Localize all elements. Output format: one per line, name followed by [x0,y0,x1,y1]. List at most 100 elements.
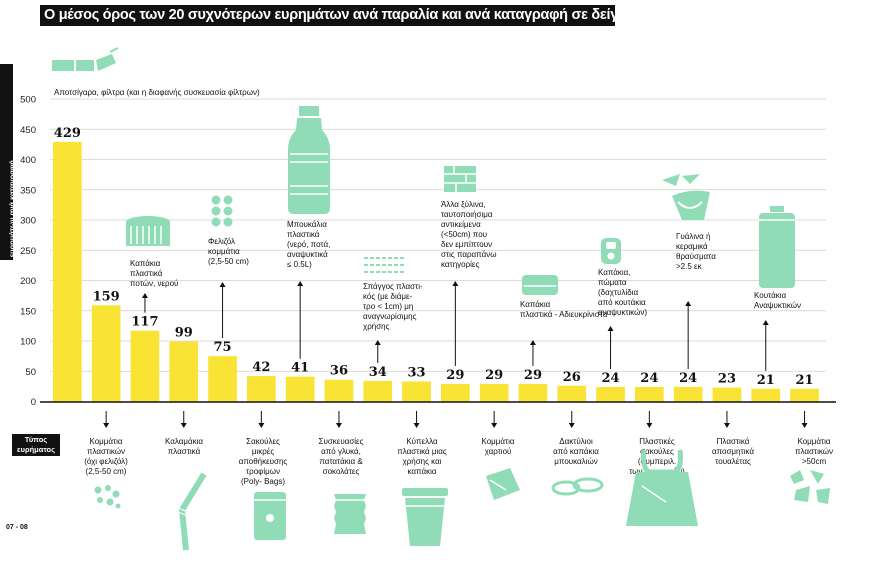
arrow-head [646,423,653,428]
label-snacks: Συσκευασίες από γλυκά, πατατάκια & σοκολ… [309,437,373,477]
bars [53,141,819,402]
label-line: ποτών, νερού [130,279,179,288]
label-line: αποσμητικά [712,447,754,456]
arrow-head [219,282,226,287]
bar [169,341,199,402]
label-paper: Κομμάτια χαρτιού [466,437,530,457]
label-line: από καπάκια [553,447,599,456]
label-line: Γυάλινα ή [676,232,711,241]
straw-icon [177,472,207,551]
label-line: Πλαστικές [639,437,675,446]
label-line: σακούλες [640,447,674,456]
label-line: πλαστικά [167,447,201,456]
label-line: (νερό, ποτά, [287,240,331,249]
plastic-cap-icon [522,275,558,295]
label-line: κατηγορίες [441,260,480,269]
label-line: τροφίμων [246,467,280,476]
y-tick-label: 200 [20,276,36,287]
y-tick-label: 350 [20,185,36,196]
type-label: Τύπος ευρήματος [12,434,60,456]
bar [596,386,625,402]
label-line: χρήσης [363,322,390,331]
label-line: στις παραπάνω [441,250,497,259]
value-label: 24 [640,371,658,386]
can-icon [759,206,795,288]
label-line: Κύπελλα [406,437,438,446]
label-line: πλαστικά - Αδιευκρίνιστα [520,310,608,319]
bar [790,388,819,402]
value-label: 24 [602,371,620,386]
label-line: πατατάκια & [319,457,363,466]
polybag-icon [254,492,286,540]
y-tick-label: 0 [31,397,36,408]
bar [673,386,703,402]
page-number: 07 - 08 [6,524,28,531]
value-label: 75 [214,340,232,355]
arrow-head [374,340,381,345]
label-line: Συσκευασίες [318,437,364,446]
value-label: 159 [93,289,120,304]
label-line: αντικείμενα [441,220,481,229]
bar [557,385,587,402]
label-cans: Κουτάκια Αναψυκτικών [754,291,814,311]
y-tick-label: 300 [20,216,36,227]
label-line: θραύσματα [676,252,716,261]
y-tick-label: 50 [25,367,36,378]
bar [91,305,121,402]
y-tick-label: 150 [20,306,36,317]
label-line: Πλαστικά [716,437,750,446]
label-line: αναψυκτικών) [598,308,648,317]
label-glass: Γυάλινα ή κεραμικά θραύσματα >2.5 εκ [676,232,736,272]
value-label: 117 [131,315,158,330]
arrow-head [491,423,498,428]
label-line: πλαστικών [794,447,834,456]
styrofoam-icon [211,195,233,227]
label-line: Καπάκια [520,300,551,309]
label-line: χαρτιού [484,447,512,456]
label-line: Δακτύλιοι [559,437,593,446]
big-fragments-icon [790,470,830,504]
y-tick-label: 450 [20,125,36,136]
label-line: Κομμάτια [89,437,123,446]
label-pulltabs: Καπάκια, πώματα (δαχτυλίδια από κουτάκια… [598,268,668,318]
bar [247,376,276,402]
value-label: 29 [485,368,503,383]
label-line: Φελιζόλ [208,237,236,246]
arrow-head [103,423,110,428]
value-label: 29 [446,368,464,383]
value-label: 429 [54,126,81,141]
value-label: 21 [796,373,814,388]
arrow-head [723,423,730,428]
arrow-head [568,423,575,428]
arrow-head [452,281,459,286]
label-line: (συμπεριλ. [637,457,677,466]
wood-icon [444,166,476,192]
label-caps-drink: Καπάκια πλαστικά ποτών, νερού [130,259,198,289]
label-line: τρο < 1cm) μη [363,302,414,311]
label-line: πλαστικά [287,230,320,239]
value-label: 23 [718,372,736,387]
arrow-head [141,293,148,298]
label-cigarettes: Αποτσίγαρα, φίλτρα (και η διαφανής συσκε… [54,88,260,97]
label-line: (δαχτυλίδια [598,288,639,297]
snack-wrapper-icon [334,494,366,534]
label-line: Καπάκια [130,259,161,268]
value-label: 34 [369,365,387,380]
bottle-cap-icon [126,216,170,246]
y-tick-label: 100 [20,337,36,348]
arrow-head [413,423,420,428]
label-line: Σπάγγος πλαστι- [363,282,423,291]
value-label: 24 [679,371,697,386]
chart-title: Ο μέσος όρος των 20 συχνότερων ευρημάτων… [40,5,615,26]
label-line: πλαστικά μιας [397,447,447,456]
bar [285,376,315,402]
label-line: από γλυκά, [321,447,361,456]
label-line: ≤ 0.5L) [287,260,312,269]
arrow-head [801,423,808,428]
label-styrofoam: Φελιζόλ κομμάτια (2,5-50 cm) [208,237,266,267]
label-string: Σπάγγος πλαστι- κός (με διάμε- τρο < 1cm… [363,282,433,332]
bar [53,141,82,402]
label-line: (2,5-50 cm) [85,467,127,476]
arrow-head [258,423,265,428]
